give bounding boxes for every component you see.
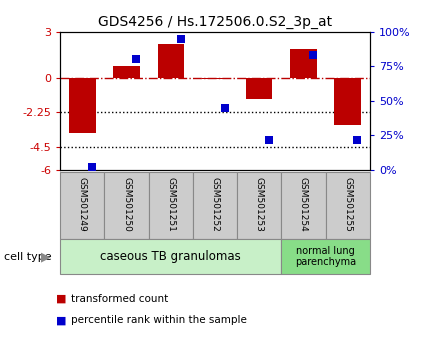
Bar	[246, 78, 273, 99]
Title: GDS4256 / Hs.172506.0.S2_3p_at: GDS4256 / Hs.172506.0.S2_3p_at	[98, 16, 332, 29]
Text: GSM501252: GSM501252	[211, 177, 219, 232]
Text: GSM501250: GSM501250	[122, 177, 131, 232]
Bar	[290, 49, 317, 78]
Point	[89, 164, 95, 170]
Text: normal lung
parenchyma: normal lung parenchyma	[295, 246, 356, 268]
Text: GSM501249: GSM501249	[78, 177, 87, 232]
Bar	[69, 78, 95, 133]
Bar	[60, 172, 104, 239]
Point	[310, 52, 316, 58]
Text: caseous TB granulomas: caseous TB granulomas	[100, 250, 241, 263]
Text: GSM501255: GSM501255	[343, 177, 352, 232]
Bar	[281, 239, 370, 274]
Bar	[237, 172, 281, 239]
Bar	[193, 172, 237, 239]
Bar	[113, 65, 140, 78]
Text: ▶: ▶	[41, 250, 50, 263]
Bar	[335, 78, 361, 125]
Bar	[326, 172, 370, 239]
Text: transformed count: transformed count	[71, 294, 168, 304]
Point	[133, 57, 140, 62]
Bar	[104, 172, 149, 239]
Text: percentile rank within the sample: percentile rank within the sample	[71, 315, 247, 325]
Bar	[202, 78, 228, 79]
Text: GSM501251: GSM501251	[166, 177, 175, 232]
Bar	[281, 172, 326, 239]
Text: ■: ■	[56, 294, 66, 304]
Bar	[157, 44, 184, 78]
Bar	[149, 172, 193, 239]
Text: GSM501253: GSM501253	[255, 177, 264, 232]
Text: ■: ■	[56, 315, 66, 325]
Point	[221, 105, 228, 110]
Text: cell type: cell type	[4, 252, 52, 262]
Point	[177, 36, 184, 42]
Text: GSM501254: GSM501254	[299, 177, 308, 232]
Bar	[60, 239, 281, 274]
Point	[354, 137, 361, 142]
Point	[265, 137, 272, 142]
